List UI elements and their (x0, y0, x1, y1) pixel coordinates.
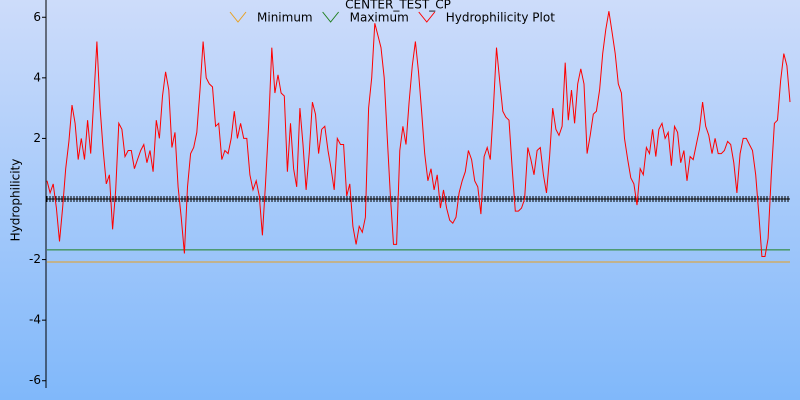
chart-title: CENTER_TEST_CP (345, 0, 451, 12)
y-tick-label: -4 (29, 313, 41, 327)
y-tick-label: -6 (29, 373, 41, 387)
legend-symbol (229, 11, 247, 23)
y-tick-label: 4 (33, 70, 41, 84)
y-axis-label: Hydrophilicity (9, 159, 23, 242)
legend-label: Maximum (350, 11, 409, 25)
legend-label: Minimum (257, 11, 313, 25)
y-tick-label: 2 (33, 131, 41, 145)
legend-label: Hydrophilicity Plot (446, 11, 555, 25)
data-line (46, 11, 791, 257)
legend-symbol (322, 11, 340, 23)
y-tick-label: 6 (33, 10, 41, 24)
y-tick-label: -2 (29, 252, 41, 266)
legend-symbol (418, 11, 436, 23)
